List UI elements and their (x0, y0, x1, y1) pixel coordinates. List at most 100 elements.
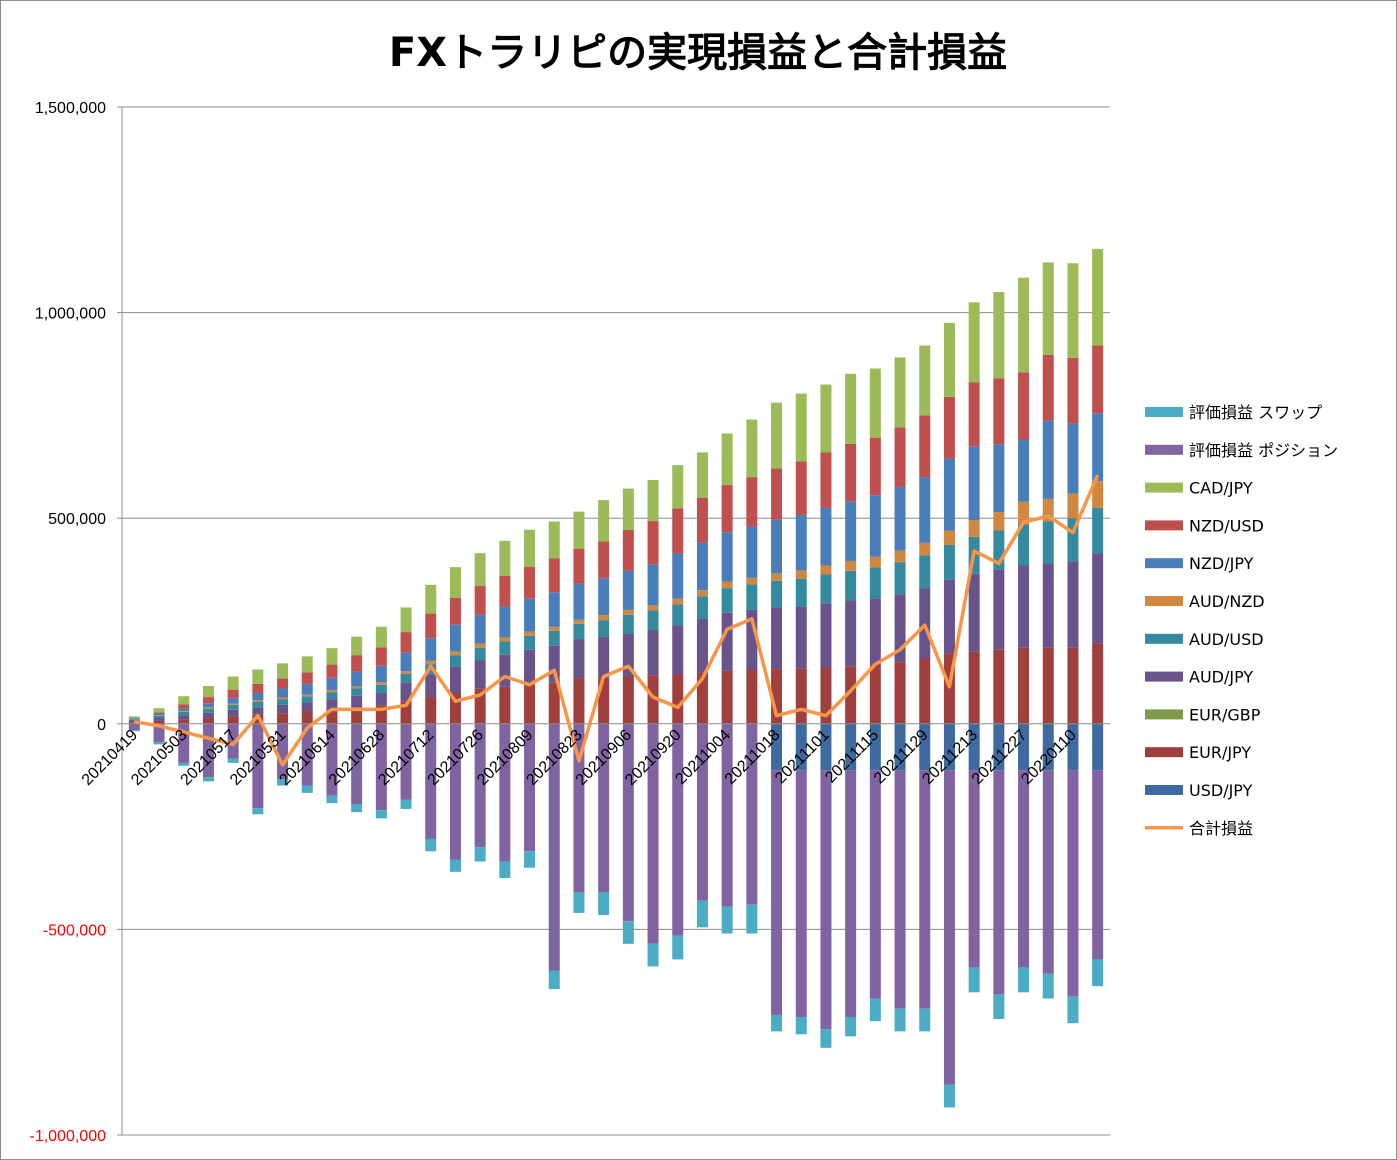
bar-segment (499, 723, 511, 862)
legend-swatch (1145, 407, 1183, 417)
bar-segment (573, 678, 585, 724)
bar-segment (869, 368, 881, 438)
bar-segment (227, 697, 239, 704)
bar-segment (153, 712, 165, 714)
bar-segment (943, 653, 955, 724)
bar-segment (326, 699, 338, 710)
bar-segment (1018, 565, 1030, 648)
bar-segment (721, 581, 733, 589)
bar-segment (252, 702, 264, 708)
bar-segment (845, 723, 857, 771)
bar-segment (672, 598, 684, 605)
bar-segment (622, 570, 634, 610)
bar-segment (869, 598, 881, 665)
bar-segment (277, 688, 289, 698)
bar-segment (425, 838, 437, 852)
bar-segment (598, 615, 610, 621)
bar-segment (499, 606, 511, 638)
bar-segment (622, 529, 634, 571)
bar-segment (845, 666, 857, 724)
y-tick-label: 0 (97, 717, 106, 734)
total-line-path (134, 474, 1100, 767)
bar-segment (894, 723, 906, 771)
bar-segment (252, 808, 264, 815)
bar-segment (820, 452, 832, 508)
bar-segment (449, 567, 461, 598)
bar-segment (1067, 647, 1079, 724)
bar-segment (820, 574, 832, 604)
bar-segment (252, 723, 264, 809)
bar-segment (721, 433, 733, 485)
bar-segment (178, 762, 190, 766)
bar-segment (869, 664, 881, 724)
bar-segment (1018, 277, 1030, 373)
y-tick-label: 1,000,000 (35, 306, 106, 323)
bar-segment (647, 479, 659, 522)
bar-segment (696, 542, 708, 591)
bar-segment (795, 668, 807, 724)
bar-segment (202, 712, 214, 719)
bar-segment (202, 718, 214, 724)
bar-segment (326, 690, 338, 693)
bar-segment (128, 723, 140, 730)
bar-segment (548, 592, 560, 627)
bar-segment (771, 770, 783, 1015)
bar-segment (993, 378, 1005, 445)
bar-segment (943, 322, 955, 397)
bar-segment (301, 696, 313, 703)
bar-segment (894, 1008, 906, 1032)
bar-segment (647, 564, 659, 606)
bar-segment (943, 770, 955, 1085)
bar-segment (746, 609, 758, 670)
bar-segment (375, 626, 387, 648)
bar-segment (598, 723, 610, 893)
bar-segment (820, 667, 832, 724)
bar-segment (919, 415, 931, 478)
bar-segment (128, 729, 140, 732)
bar-segment (696, 497, 708, 543)
bar-segment (746, 419, 758, 478)
bar-segment (499, 575, 511, 607)
legend-swatch (1145, 558, 1183, 569)
bar-segment (795, 578, 807, 607)
bar-segment (400, 607, 412, 633)
bar-segment (943, 544, 955, 580)
bar-segment (919, 1008, 931, 1032)
bar-segment (820, 770, 832, 1030)
legend-label: USD/JPY (1189, 781, 1253, 800)
bar-segment (672, 625, 684, 675)
bar-segment (1042, 498, 1054, 522)
bar-segment (721, 484, 733, 533)
bar-segment (795, 770, 807, 1017)
bar-segment (672, 604, 684, 626)
bar-segment (622, 921, 634, 944)
bar-segment (647, 610, 659, 631)
bar-segment (771, 468, 783, 520)
bar-segment (178, 711, 190, 716)
bar-segment (449, 651, 461, 656)
bar-segment (968, 520, 980, 537)
bar-segment (1092, 959, 1104, 987)
bar-segment (449, 624, 461, 652)
bar-segment (301, 711, 313, 724)
bar-segment (696, 672, 708, 724)
bar-segment (400, 652, 412, 672)
bar-segment (425, 723, 437, 839)
bar-segment (524, 723, 536, 852)
bar-segment (696, 900, 708, 928)
bar-segment (869, 437, 881, 496)
bar-segment (128, 716, 140, 719)
legend-swatch (1145, 633, 1183, 644)
bar-segment (968, 651, 980, 724)
bar-segment (524, 566, 536, 599)
bar-segment (573, 548, 585, 584)
bar-segment (301, 672, 313, 684)
bar-segment (548, 645, 560, 683)
total-line (134, 474, 1100, 767)
bar-segment (573, 623, 585, 640)
bar-segment (771, 402, 783, 469)
bar-segment (227, 716, 239, 724)
bar-segment (474, 614, 486, 644)
bar-segment (622, 614, 634, 634)
bar-segment (351, 686, 363, 689)
